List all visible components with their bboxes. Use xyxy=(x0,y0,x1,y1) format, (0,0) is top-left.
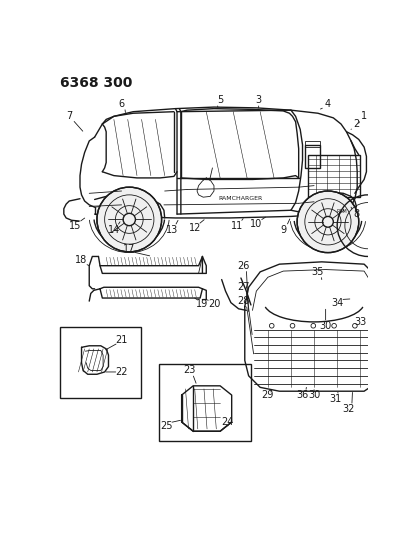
Text: 34: 34 xyxy=(330,297,342,308)
Text: 29: 29 xyxy=(261,390,273,400)
Text: 32: 32 xyxy=(342,404,354,414)
Text: RAMCHARGER: RAMCHARGER xyxy=(218,196,263,201)
Text: 10: 10 xyxy=(249,219,262,229)
Circle shape xyxy=(97,187,161,252)
Text: RAM: RAM xyxy=(336,208,346,214)
Text: 35: 35 xyxy=(311,267,324,277)
Bar xyxy=(304,141,319,147)
Text: 33: 33 xyxy=(353,317,366,327)
Text: 31: 31 xyxy=(329,394,341,404)
Text: 4: 4 xyxy=(324,99,330,109)
Text: 24: 24 xyxy=(221,417,234,427)
Text: 25: 25 xyxy=(160,421,172,431)
Text: 1: 1 xyxy=(360,111,366,122)
Text: 17: 17 xyxy=(123,244,135,254)
Text: 14: 14 xyxy=(108,224,120,235)
Text: 28: 28 xyxy=(236,296,249,306)
Text: 23: 23 xyxy=(183,366,195,375)
Bar xyxy=(304,145,319,168)
Text: 30: 30 xyxy=(307,390,319,400)
Bar xyxy=(330,206,352,216)
Text: 8: 8 xyxy=(353,209,359,219)
Text: 20: 20 xyxy=(207,299,220,309)
Text: 5: 5 xyxy=(216,95,223,105)
Bar xyxy=(158,364,250,441)
Text: 11: 11 xyxy=(230,221,243,231)
Text: 36: 36 xyxy=(296,390,308,400)
Text: 19: 19 xyxy=(196,299,208,309)
Text: 22: 22 xyxy=(115,367,128,377)
Text: 9: 9 xyxy=(279,224,285,235)
Text: 12: 12 xyxy=(188,223,200,233)
Circle shape xyxy=(297,191,358,253)
Text: 7: 7 xyxy=(66,111,72,122)
Text: 27: 27 xyxy=(236,282,249,292)
Bar xyxy=(60,327,140,398)
Text: 18: 18 xyxy=(75,255,88,265)
Bar xyxy=(307,155,360,197)
Text: 30: 30 xyxy=(319,321,331,331)
Text: 2: 2 xyxy=(353,119,359,129)
Text: 6: 6 xyxy=(118,99,124,109)
Text: 21: 21 xyxy=(115,335,128,345)
Text: 13: 13 xyxy=(165,224,178,235)
Text: 26: 26 xyxy=(236,261,249,271)
Text: 15: 15 xyxy=(69,221,81,231)
Text: 6368 300: 6368 300 xyxy=(60,76,132,90)
Text: 3: 3 xyxy=(255,95,261,105)
